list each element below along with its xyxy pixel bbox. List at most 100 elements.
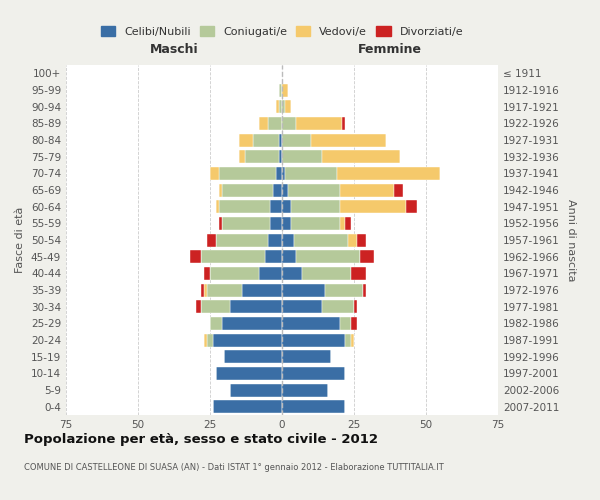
Text: COMUNE DI CASTELLEONE DI SUASA (AN) - Dati ISTAT 1° gennaio 2012 - Elaborazione : COMUNE DI CASTELLEONE DI SUASA (AN) - Da… (24, 462, 444, 471)
Bar (282, 134, 311, 146)
Bar (265, 250, 282, 263)
Bar (282, 100, 285, 113)
Bar (202, 250, 265, 263)
Bar (311, 134, 386, 146)
Bar (282, 267, 302, 280)
Bar (290, 217, 340, 230)
Bar (279, 84, 282, 96)
Bar (218, 167, 276, 180)
Bar (288, 184, 340, 196)
Bar (218, 217, 221, 230)
Bar (202, 284, 204, 296)
Bar (285, 167, 337, 180)
Bar (282, 250, 296, 263)
Bar (218, 184, 221, 196)
Text: Popolazione per età, sesso e stato civile - 2012: Popolazione per età, sesso e stato civil… (24, 432, 378, 446)
Bar (302, 267, 351, 280)
Bar (354, 300, 357, 313)
Bar (218, 200, 271, 213)
Legend: Celibi/Nubili, Coniugati/e, Vedovi/e, Divorziati/e: Celibi/Nubili, Coniugati/e, Vedovi/e, Di… (97, 22, 467, 41)
Bar (213, 400, 282, 413)
Bar (242, 284, 282, 296)
Bar (202, 300, 230, 313)
Bar (204, 267, 210, 280)
Text: Maschi: Maschi (149, 43, 199, 56)
Bar (282, 84, 288, 96)
Bar (340, 317, 351, 330)
Bar (279, 150, 282, 163)
Bar (296, 250, 360, 263)
Bar (230, 300, 282, 313)
Bar (337, 167, 440, 180)
Bar (216, 367, 282, 380)
Bar (221, 317, 282, 330)
Bar (282, 217, 290, 230)
Bar (268, 117, 282, 130)
Bar (282, 184, 288, 196)
Bar (259, 267, 282, 280)
Bar (245, 150, 279, 163)
Bar (343, 117, 346, 130)
Bar (271, 200, 282, 213)
Bar (346, 217, 351, 230)
Bar (282, 167, 285, 180)
Y-axis label: Fasce di età: Fasce di età (16, 207, 25, 273)
Bar (224, 350, 282, 363)
Bar (340, 217, 346, 230)
Bar (207, 284, 242, 296)
Bar (276, 100, 279, 113)
Bar (357, 234, 365, 246)
Bar (196, 300, 202, 313)
Bar (322, 150, 400, 163)
Bar (268, 234, 282, 246)
Bar (296, 117, 343, 130)
Bar (346, 334, 351, 346)
Bar (282, 117, 296, 130)
Bar (204, 284, 207, 296)
Bar (325, 284, 362, 296)
Y-axis label: Anni di nascita: Anni di nascita (566, 198, 576, 281)
Bar (351, 334, 354, 346)
Bar (282, 367, 346, 380)
Bar (213, 334, 282, 346)
Bar (340, 184, 394, 196)
Bar (282, 317, 340, 330)
Bar (406, 200, 418, 213)
Bar (259, 117, 268, 130)
Bar (348, 234, 357, 246)
Bar (204, 334, 207, 346)
Bar (362, 284, 365, 296)
Bar (221, 217, 271, 230)
Bar (210, 267, 259, 280)
Bar (293, 234, 348, 246)
Bar (290, 200, 340, 213)
Bar (276, 167, 282, 180)
Text: Femmine: Femmine (358, 43, 422, 56)
Bar (279, 134, 282, 146)
Bar (285, 100, 290, 113)
Bar (239, 150, 245, 163)
Bar (322, 300, 354, 313)
Bar (282, 334, 346, 346)
Bar (253, 134, 279, 146)
Bar (207, 234, 216, 246)
Bar (282, 384, 328, 396)
Bar (190, 250, 202, 263)
Bar (282, 200, 290, 213)
Bar (207, 334, 213, 346)
Bar (282, 234, 293, 246)
Bar (210, 167, 218, 180)
Bar (279, 100, 282, 113)
Bar (271, 217, 282, 230)
Bar (351, 317, 357, 330)
Bar (360, 250, 374, 263)
Bar (221, 184, 274, 196)
Bar (351, 267, 365, 280)
Bar (282, 400, 346, 413)
Bar (274, 184, 282, 196)
Bar (210, 317, 221, 330)
Bar (282, 350, 331, 363)
Bar (282, 150, 322, 163)
Bar (230, 384, 282, 396)
Bar (340, 200, 406, 213)
